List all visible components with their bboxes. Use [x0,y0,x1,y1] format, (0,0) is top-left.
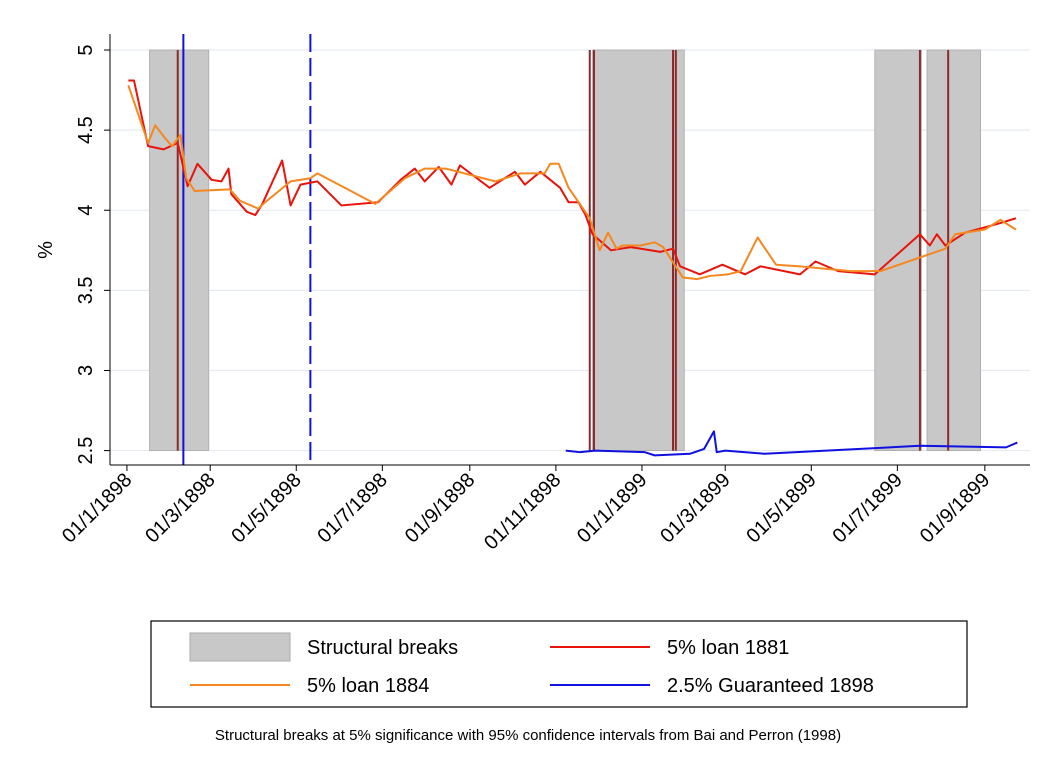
break-interval [149,49,210,451]
legend-label: 5% loan 1881 [667,637,789,659]
y-tick-label: 5 [75,44,97,55]
note: Structural breaks at 5% significance wit… [215,727,841,744]
y-tick-label: 2.5 [75,437,97,465]
legend-label: Structural breaks [307,637,458,659]
y-axis-label: % [35,241,57,259]
y-tick-label: 3.5 [75,276,97,304]
y-tick-label: 3 [75,365,97,376]
y-tick-label: 4 [75,205,97,216]
series-line [128,79,1017,276]
break-interval [926,49,982,451]
break-interval [874,49,922,451]
series-line [127,84,1017,281]
legend-label: 5% loan 1884 [307,675,429,697]
legend-swatch [189,632,291,662]
legend-label: 2.5% Guaranteed 1898 [667,675,874,697]
y-tick-label: 4.5 [75,116,97,144]
series-line [565,430,1018,457]
